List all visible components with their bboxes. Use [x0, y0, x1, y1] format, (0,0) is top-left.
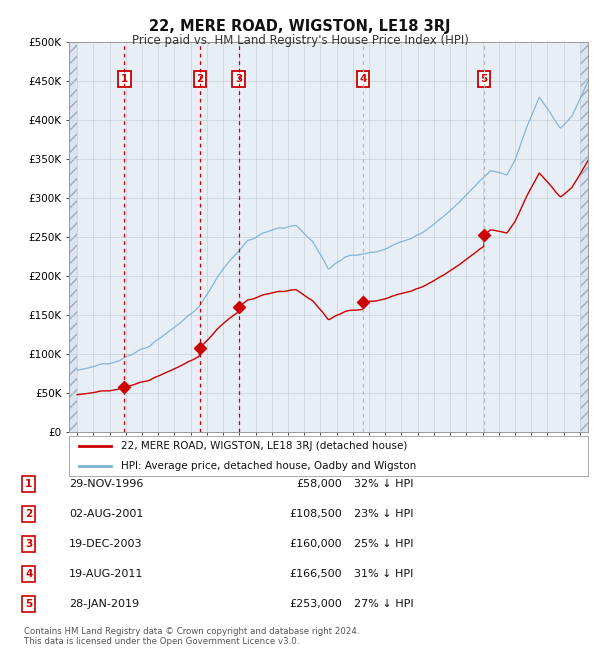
Text: 4: 4	[25, 569, 32, 579]
Text: £253,000: £253,000	[289, 599, 342, 609]
Text: 5: 5	[25, 599, 32, 609]
Text: 29-NOV-1996: 29-NOV-1996	[69, 479, 143, 489]
Text: 2: 2	[196, 74, 203, 84]
Text: 27% ↓ HPI: 27% ↓ HPI	[354, 599, 413, 609]
Text: 28-JAN-2019: 28-JAN-2019	[69, 599, 139, 609]
Text: 5: 5	[480, 74, 488, 84]
Text: 22, MERE ROAD, WIGSTON, LE18 3RJ: 22, MERE ROAD, WIGSTON, LE18 3RJ	[149, 20, 451, 34]
Text: HPI: Average price, detached house, Oadby and Wigston: HPI: Average price, detached house, Oadb…	[121, 461, 416, 471]
Text: 25% ↓ HPI: 25% ↓ HPI	[354, 539, 413, 549]
Text: £160,000: £160,000	[289, 539, 342, 549]
Text: 19-DEC-2003: 19-DEC-2003	[69, 539, 143, 549]
Text: 31% ↓ HPI: 31% ↓ HPI	[354, 569, 413, 579]
Text: 3: 3	[235, 74, 242, 84]
Text: 1: 1	[121, 74, 128, 84]
Text: 4: 4	[359, 74, 367, 84]
Text: £58,000: £58,000	[296, 479, 342, 489]
Text: 2: 2	[25, 509, 32, 519]
Text: 32% ↓ HPI: 32% ↓ HPI	[354, 479, 413, 489]
Text: 22, MERE ROAD, WIGSTON, LE18 3RJ (detached house): 22, MERE ROAD, WIGSTON, LE18 3RJ (detach…	[121, 441, 407, 450]
Text: £108,500: £108,500	[289, 509, 342, 519]
Text: This data is licensed under the Open Government Licence v3.0.: This data is licensed under the Open Gov…	[24, 637, 299, 646]
Text: 02-AUG-2001: 02-AUG-2001	[69, 509, 143, 519]
Text: £166,500: £166,500	[289, 569, 342, 579]
Text: Price paid vs. HM Land Registry's House Price Index (HPI): Price paid vs. HM Land Registry's House …	[131, 34, 469, 47]
Text: 3: 3	[25, 539, 32, 549]
Text: 23% ↓ HPI: 23% ↓ HPI	[354, 509, 413, 519]
Text: 1: 1	[25, 479, 32, 489]
Text: 19-AUG-2011: 19-AUG-2011	[69, 569, 143, 579]
Text: Contains HM Land Registry data © Crown copyright and database right 2024.: Contains HM Land Registry data © Crown c…	[24, 627, 359, 636]
